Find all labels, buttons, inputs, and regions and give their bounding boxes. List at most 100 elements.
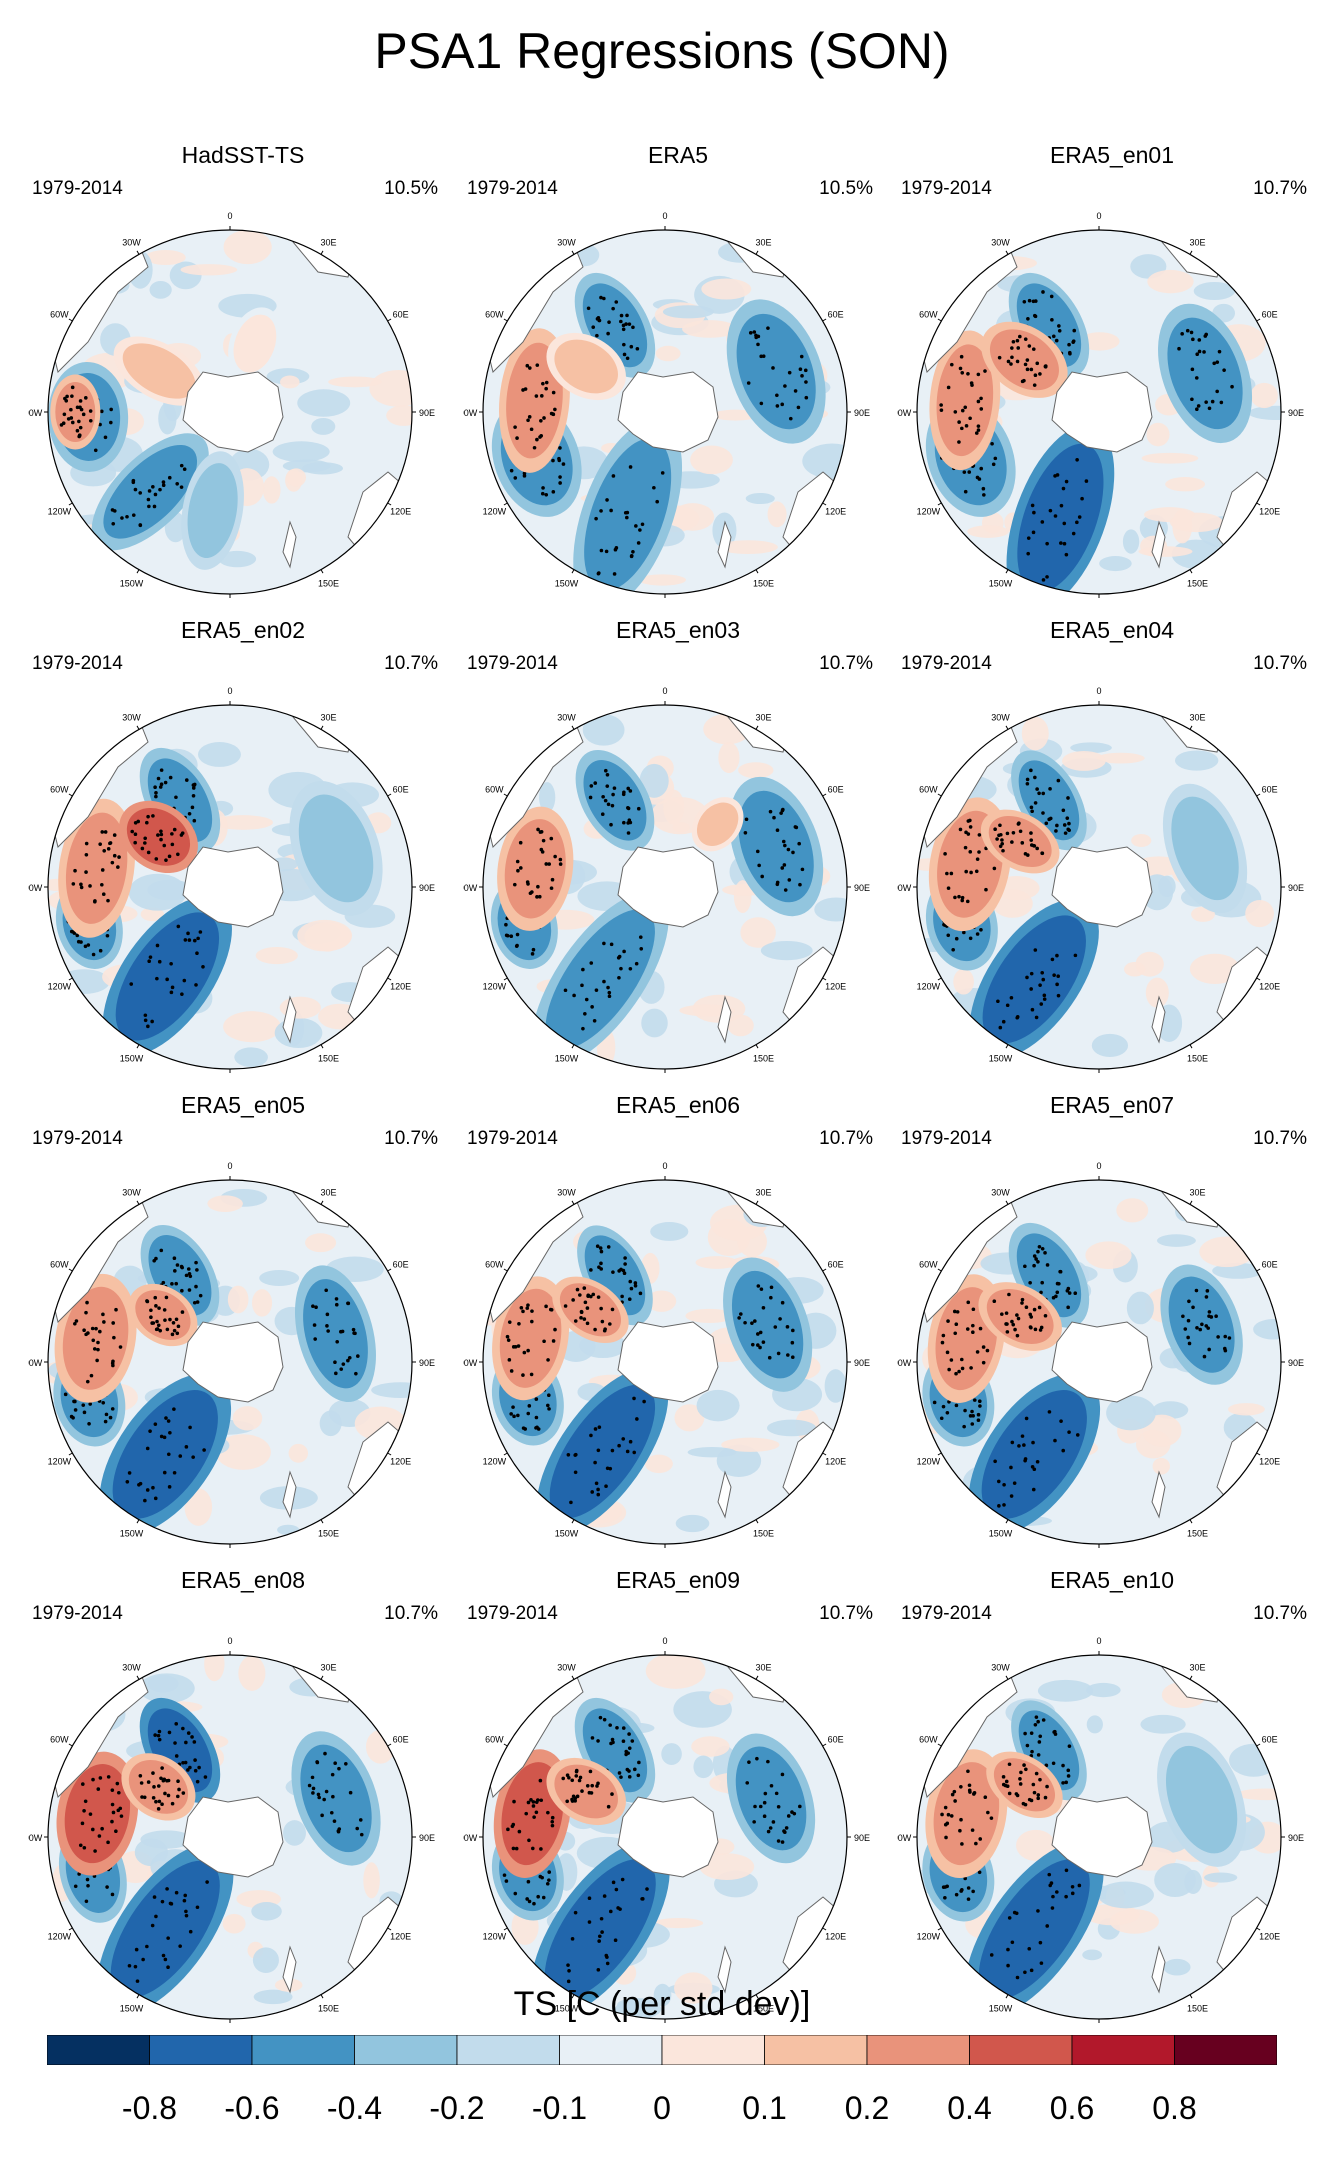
significance-stipple	[634, 961, 639, 966]
significance-stipple	[127, 1471, 132, 1475]
significance-stipple	[753, 1804, 757, 1809]
longitude-label: 150E	[1187, 1529, 1208, 1539]
new-zealand-landmass	[282, 995, 297, 1044]
significance-stipple	[1197, 338, 1202, 342]
longitude-tick	[1189, 725, 1193, 730]
significance-stipple	[1041, 1718, 1046, 1722]
significance-stipple	[606, 985, 610, 990]
significance-stipple	[518, 840, 523, 845]
anomaly-patch	[1248, 405, 1281, 421]
significance-stipple	[1028, 1281, 1032, 1285]
significance-stipple	[1180, 332, 1184, 336]
longitude-label: 120E	[825, 1932, 846, 1942]
significance-stipple	[1029, 971, 1034, 976]
significance-stipple	[634, 524, 638, 528]
significance-stipple	[607, 320, 611, 324]
longitude-label: 120W	[917, 507, 941, 517]
anomaly-patch	[1016, 1829, 1056, 1861]
significance-stipple	[173, 1269, 177, 1273]
antarctica-landmass	[617, 1321, 719, 1403]
significance-stipple	[534, 394, 539, 398]
significance-stipple	[187, 938, 192, 942]
significance-stipple	[178, 1454, 183, 1458]
significance-stipple	[103, 830, 108, 834]
significance-stipple	[167, 854, 172, 859]
longitude-label: 150W	[555, 2004, 579, 2014]
polar-stereographic-map: 030E60E90E120E150E180150W120W90W60W30W	[897, 686, 1304, 1073]
significance-stipple	[157, 1799, 162, 1804]
significance-stipple	[963, 845, 968, 850]
polar-stereographic-map: 030E60E90E120E150E180150W120W90W60W30W	[463, 211, 870, 598]
significance-stipple	[779, 811, 783, 815]
significance-stipple	[602, 979, 606, 984]
significance-stipple	[1027, 344, 1032, 348]
significance-stipple	[168, 775, 173, 780]
significance-stipple	[753, 1319, 757, 1323]
significance-stipple	[166, 1965, 170, 1969]
anomaly-patch	[1106, 1395, 1156, 1431]
longitude-label: 150E	[753, 579, 774, 589]
significance-stipple	[960, 426, 964, 431]
significance-stipple	[623, 1256, 627, 1260]
anomaly-patch	[215, 1434, 271, 1470]
significance-stipple	[541, 486, 545, 490]
significance-stipple	[969, 870, 973, 875]
significance-stipple	[953, 410, 958, 414]
significance-stipple	[1030, 1749, 1034, 1754]
longitude-tick	[503, 1927, 508, 1931]
longitude-label: 90E	[854, 1358, 870, 1368]
significance-stipple	[181, 1760, 185, 1765]
significance-stipple	[603, 768, 608, 773]
significance-stipple	[573, 1910, 578, 1915]
significance-stipple	[176, 1779, 180, 1784]
significance-stipple	[553, 854, 557, 859]
significance-stipple	[1032, 313, 1037, 318]
significance-stipple	[1023, 1731, 1027, 1736]
significance-stipple	[974, 1841, 978, 1846]
significance-stipple	[517, 1829, 522, 1834]
significance-stipple	[145, 1488, 150, 1492]
significance-stipple	[553, 407, 557, 412]
significance-stipple	[953, 1799, 957, 1803]
significance-stipple	[603, 1327, 607, 1331]
anomaly-patch	[1154, 1863, 1196, 1898]
significance-stipple	[85, 1379, 90, 1384]
significance-stipple	[551, 1339, 556, 1343]
significance-stipple	[939, 403, 943, 407]
significance-stipple	[526, 882, 530, 886]
significance-stipple	[566, 1979, 571, 1984]
panel-title: HadSST-TS	[181, 142, 305, 168]
significance-stipple	[593, 781, 598, 785]
longitude-label: 120W	[917, 1457, 941, 1467]
significance-stipple	[583, 1011, 587, 1016]
map-panel: ERA5_en09 1979-2014 10.7% 0 30E 60E 90E 120E 150…	[463, 1567, 893, 2027]
significance-stipple	[967, 470, 972, 474]
longitude-tick	[387, 1743, 392, 1747]
significance-stipple	[193, 1758, 197, 1762]
significance-stipple	[140, 1795, 144, 1799]
significance-stipple	[990, 441, 994, 446]
significance-stipple	[147, 959, 151, 964]
significance-stipple	[75, 428, 80, 433]
significance-stipple	[979, 466, 984, 471]
significance-stipple	[93, 1849, 97, 1853]
longitude-tick	[503, 977, 508, 981]
significance-stipple	[187, 1288, 192, 1292]
significance-stipple	[783, 384, 787, 388]
significance-stipple	[1045, 575, 1049, 579]
significance-stipple	[632, 1396, 636, 1401]
significance-stipple	[112, 853, 117, 858]
longitude-label: 90E	[854, 1833, 870, 1843]
significance-stipple	[755, 1756, 759, 1761]
significance-stipple	[1033, 948, 1038, 952]
significance-stipple	[585, 1306, 590, 1310]
significance-stipple	[954, 1892, 959, 1897]
significance-stipple	[1015, 359, 1020, 364]
anomaly-patch	[386, 405, 412, 426]
anomaly-patch	[824, 1369, 847, 1403]
longitude-tick	[822, 502, 827, 506]
significance-stipple	[545, 1881, 550, 1886]
significance-stipple	[110, 1892, 115, 1897]
panel-period: 1979-2014	[467, 1603, 558, 1624]
